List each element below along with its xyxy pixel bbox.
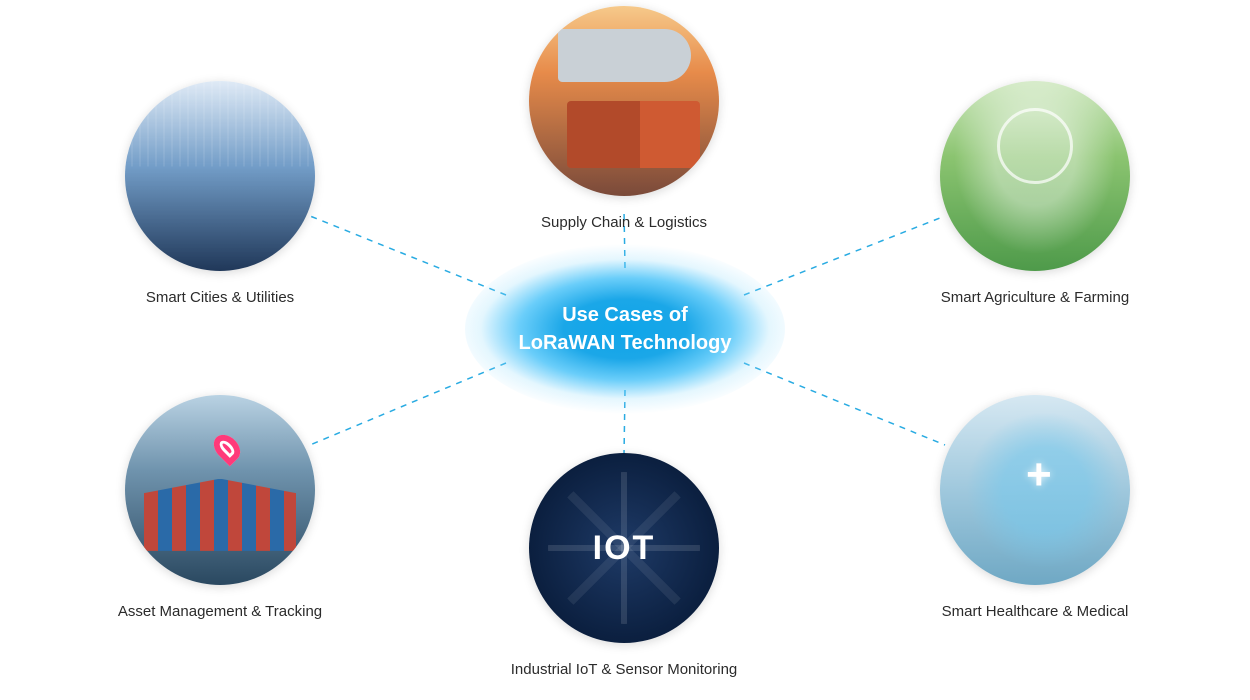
node-label: Smart Healthcare & Medical: [942, 603, 1129, 620]
center-hub: Use Cases of LoRaWAN Technology: [465, 244, 785, 414]
infographic-canvas: Use Cases of LoRaWAN Technology Supply C…: [0, 0, 1250, 700]
supply-chain-icon: [529, 6, 719, 196]
node-industrial-iot: IOT Industrial IoT & Sensor Monitoring: [524, 453, 724, 678]
connector-line: [744, 216, 945, 295]
connector-line: [744, 363, 945, 445]
node-asset-tracking: Asset Management & Tracking: [120, 395, 320, 620]
iot-inner-text: IOT: [593, 529, 656, 568]
node-label: Smart Cities & Utilities: [146, 289, 294, 306]
center-title-line2: LoRaWAN Technology: [519, 332, 732, 354]
node-label: Industrial IoT & Sensor Monitoring: [511, 661, 738, 678]
asset-tracking-icon: [125, 395, 315, 585]
node-smart-agriculture: Smart Agriculture & Farming: [935, 81, 1135, 306]
connector-line: [310, 363, 506, 445]
node-label: Supply Chain & Logistics: [541, 214, 707, 231]
agriculture-icon: [940, 81, 1130, 271]
center-title: Use Cases of LoRaWAN Technology: [519, 301, 732, 357]
node-label: Smart Agriculture & Farming: [941, 289, 1129, 306]
healthcare-icon: [940, 395, 1130, 585]
smart-cities-icon: [125, 81, 315, 271]
node-smart-cities: Smart Cities & Utilities: [120, 81, 320, 306]
connector-line: [310, 216, 506, 295]
iot-icon: IOT: [529, 453, 719, 643]
node-label: Asset Management & Tracking: [118, 603, 322, 620]
center-title-line1: Use Cases of: [562, 304, 688, 326]
node-supply-chain: Supply Chain & Logistics: [524, 6, 724, 231]
node-smart-healthcare: Smart Healthcare & Medical: [935, 395, 1135, 620]
